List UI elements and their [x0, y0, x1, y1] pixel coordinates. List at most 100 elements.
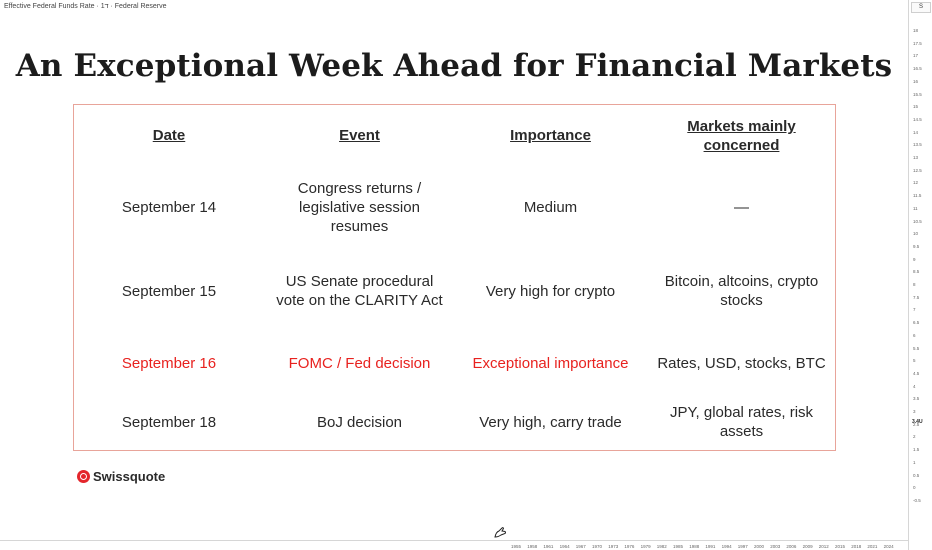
year-tick: 1988: [689, 544, 700, 549]
year-tick: 2015: [835, 544, 846, 549]
swissquote-logo: Swissquote: [77, 469, 165, 484]
cell-event-line: legislative session: [299, 198, 420, 216]
year-tick: 2018: [851, 544, 862, 549]
price-tick: 3: [913, 409, 916, 414]
price-tick: 18: [913, 28, 919, 33]
cell-event: US Senate procedural vote on the CLARITY …: [264, 272, 455, 310]
price-tick: 7: [913, 307, 916, 313]
price-tick: 8: [913, 282, 916, 287]
year-tick: 2003: [770, 544, 781, 549]
slide-title: An Exceptional Week Ahead for Financial …: [15, 48, 893, 84]
cell-markets-line: assets: [719, 423, 764, 440]
year-tick: 1991: [705, 544, 716, 549]
price-tick: -0.5: [913, 497, 921, 503]
brand-name: Swissquote: [93, 469, 166, 484]
price-tick: 4.5: [913, 370, 920, 376]
cell-date: September 16: [74, 354, 264, 373]
cell-importance: Exceptional importance: [455, 354, 646, 373]
price-tick: 17.5: [913, 40, 922, 46]
year-tick: 1982: [656, 544, 667, 549]
cell-importance-line: Very high for crypto: [485, 282, 616, 300]
year-tick: 2024: [883, 544, 894, 549]
price-tick: 5.5: [913, 345, 920, 351]
time-axis[interactable]: 1955 1958 1961 1964 1967 1970 1973 1976 1979 1982…: [0, 540, 908, 550]
price-tick: 4: [913, 383, 916, 389]
cell-date-line: September 16: [121, 354, 217, 372]
cell-markets: —: [646, 198, 837, 217]
price-tick: 11: [913, 205, 918, 211]
cell-event-line: FOMC / Fed decision: [288, 354, 431, 372]
price-tick: 11.5: [913, 193, 922, 199]
year-tick: 2021: [867, 544, 878, 549]
cell-importance-line: Medium: [523, 198, 578, 216]
cell-importance: Very high for crypto: [455, 282, 646, 301]
header-event: Event: [339, 127, 380, 144]
year-tick: 1970: [592, 544, 603, 549]
year-tick: 1994: [721, 544, 732, 549]
events-table: Date Event Importance Markets mainly con…: [73, 104, 836, 451]
cell-markets: Bitcoin, altcoins, crypto stocks: [646, 272, 837, 310]
year-tick: 2006: [786, 544, 797, 549]
price-tick: 10.5: [913, 218, 922, 224]
price-tick: 15.5: [913, 91, 922, 97]
cell-event-line: vote on the CLARITY Act: [276, 292, 443, 309]
year-tick: 2012: [818, 544, 829, 549]
hand-cursor-icon: [494, 527, 506, 538]
year-tick: 1961: [543, 544, 554, 549]
price-tick: 0: [913, 485, 916, 491]
cell-markets-line: JPY, global rates, risk: [669, 404, 814, 421]
price-tick: 6.5: [913, 320, 920, 326]
year-tick: 1976: [624, 544, 635, 549]
header-importance: Importance: [510, 127, 591, 144]
cell-event: Congress returns / legislative session res…: [264, 179, 455, 236]
year-tick: 2000: [754, 544, 765, 549]
cell-markets-line: Rates, USD, stocks, BTC: [657, 354, 826, 372]
price-tick: 13.5: [913, 142, 922, 148]
price-tick: 0.5: [913, 472, 920, 478]
header-date: Date: [152, 127, 186, 144]
cell-date: September 14: [74, 198, 264, 217]
year-tick: 1958: [527, 544, 538, 549]
price-tick: 16: [913, 78, 919, 84]
price-tick: 15: [913, 104, 919, 110]
swissquote-logo-icon: [77, 470, 90, 483]
year-tick: 1964: [559, 544, 570, 549]
price-axis[interactable]: S 18 17.5 17 16.5 16 15.5 15 14.5 14 13.5 13 12.5 12…: [908, 0, 932, 550]
cell-date: September 18: [74, 413, 264, 432]
cell-event: BoJ decision: [264, 413, 455, 432]
cell-importance: Medium: [455, 198, 646, 217]
price-tick: 1.5: [913, 447, 920, 453]
price-tick: 5: [913, 358, 916, 364]
header-markets: Markets mainly concerned: [646, 117, 837, 155]
year-tick: 1979: [640, 544, 651, 549]
price-tick: 2: [913, 434, 916, 440]
chart-symbol-title[interactable]: Effective Federal Funds Rate · 1ד · Fede…: [4, 3, 167, 10]
cell-event-line: US Senate procedural: [285, 273, 434, 290]
cell-date-line: September 14: [121, 198, 217, 216]
year-tick: 1967: [575, 544, 586, 549]
year-tick: 1997: [737, 544, 748, 549]
header-markets-line1: Markets mainly: [687, 118, 796, 135]
price-tick: 13: [913, 155, 919, 160]
price-tick: 2.5: [913, 421, 920, 427]
price-tick: 14.5: [913, 116, 922, 122]
header-markets-line2: concerned: [703, 137, 780, 154]
cell-markets-line: Bitcoin, altcoins, crypto: [664, 273, 819, 290]
price-tick: 10: [913, 231, 919, 237]
price-tick: 9.5: [913, 243, 920, 249]
price-tick: 3.5: [913, 396, 920, 402]
year-tick: 1955: [511, 544, 522, 549]
cell-date-line: September 15: [121, 282, 217, 300]
current-price-label: 3.4U: [912, 419, 923, 425]
cell-event: FOMC / Fed decision: [264, 354, 455, 373]
cell-date-line: September 18: [121, 413, 217, 431]
cell-event-line: Congress returns /: [297, 179, 422, 197]
price-tick: 9: [913, 256, 916, 262]
year-tick: 1973: [608, 544, 619, 549]
cell-importance: Very high, carry trade: [455, 413, 646, 432]
price-tick: 14: [913, 129, 919, 135]
cell-date: September 15: [74, 282, 264, 301]
cell-event-line: resumes: [330, 217, 389, 235]
scale-toggle-button[interactable]: S: [911, 2, 931, 13]
cell-importance-line: Exceptional importance: [472, 354, 629, 372]
